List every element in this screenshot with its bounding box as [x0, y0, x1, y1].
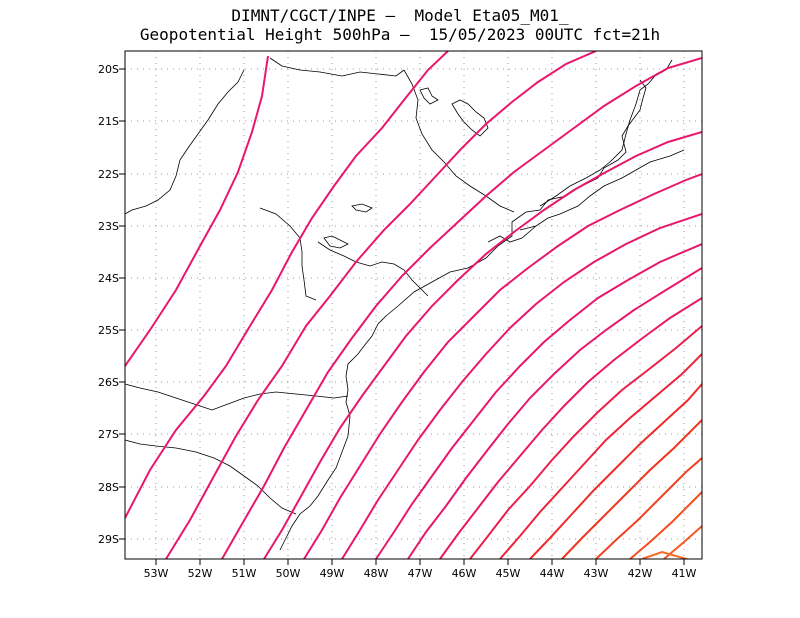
- x-tick-label: 50W: [276, 567, 301, 580]
- contour-line-11: [469, 325, 702, 559]
- contour-line-9: [407, 267, 702, 559]
- contour-line-6: [303, 173, 702, 559]
- lake-parana: [351, 203, 373, 213]
- lake-itaipu: [323, 235, 349, 249]
- contour-line-14: [561, 419, 702, 559]
- state-border-mg-sp: [403, 69, 515, 213]
- y-tick-label: 27S: [98, 428, 119, 441]
- plot-frame: [124, 50, 703, 560]
- state-border-ms-pr: [259, 207, 317, 301]
- y-tick-label: 22S: [98, 168, 119, 181]
- x-tick-label: 47W: [408, 567, 433, 580]
- y-tick-label: 29S: [98, 533, 119, 546]
- contours: [125, 51, 702, 559]
- contour-line-10: [439, 297, 702, 559]
- x-tick-label: 42W: [628, 567, 653, 580]
- state-border-sc-rs: [125, 439, 297, 515]
- y-tick-label: 20S: [98, 63, 119, 76]
- y-axis: 20S 21S 22S 23S 24S 25S 26S 27S 28S 29S: [98, 63, 125, 546]
- contour-line-7: [341, 213, 702, 559]
- contour-line-4: [221, 57, 702, 559]
- contour-line-18: [641, 550, 691, 559]
- lake-tres-marias: [451, 99, 489, 137]
- contour-line-16: [629, 491, 702, 559]
- state-border-sp-pr: [317, 241, 429, 297]
- contour-line-17: [663, 525, 702, 559]
- contour-line-1: [125, 55, 269, 367]
- x-tick-label: 48W: [364, 567, 389, 580]
- state-border-pr-sc: [125, 383, 349, 411]
- y-tick-label: 23S: [98, 220, 119, 233]
- y-tick-label: 21S: [98, 115, 119, 128]
- contour-line-15: [595, 457, 702, 559]
- y-tick-label: 26S: [98, 376, 119, 389]
- x-tick-label: 44W: [540, 567, 565, 580]
- state-border-ms-sp: [125, 69, 245, 215]
- chart-title-line2: Geopotential Height 500hPa – 15/05/2023 …: [139, 25, 661, 44]
- y-tick-label: 25S: [98, 324, 119, 337]
- contour-line-3: [165, 51, 597, 559]
- contour-line-12: [499, 353, 702, 559]
- geography: [125, 57, 685, 551]
- x-tick-label: 46W: [452, 567, 477, 580]
- coastline: [279, 79, 647, 551]
- x-tick-label: 53W: [144, 567, 169, 580]
- gridlines: [125, 51, 702, 559]
- x-axis: 53W 52W 51W 50W 49W 48W 47W 46W 45W 44W …: [144, 559, 697, 580]
- state-border-mg-rj: [519, 149, 685, 231]
- x-tick-label: 51W: [232, 567, 257, 580]
- state-border-mg-es: [539, 59, 673, 207]
- y-tick-label: 24S: [98, 272, 119, 285]
- lake-furnas: [419, 87, 439, 105]
- y-tick-label: 28S: [98, 481, 119, 494]
- state-border-rj-sp: [487, 225, 537, 243]
- x-tick-label: 41W: [672, 567, 697, 580]
- state-border-go-mg: [269, 57, 405, 77]
- contour-line-13: [529, 383, 702, 559]
- x-tick-label: 45W: [496, 567, 521, 580]
- x-tick-label: 52W: [188, 567, 213, 580]
- chart-title-line1: DIMNT/CGCT/INPE – Model Eta05_M01_: [231, 6, 569, 25]
- x-tick-label: 49W: [320, 567, 345, 580]
- contour-line-5: [263, 131, 702, 559]
- contour-line-8: [375, 243, 702, 559]
- contour-line-2: [125, 51, 449, 519]
- x-tick-label: 43W: [584, 567, 609, 580]
